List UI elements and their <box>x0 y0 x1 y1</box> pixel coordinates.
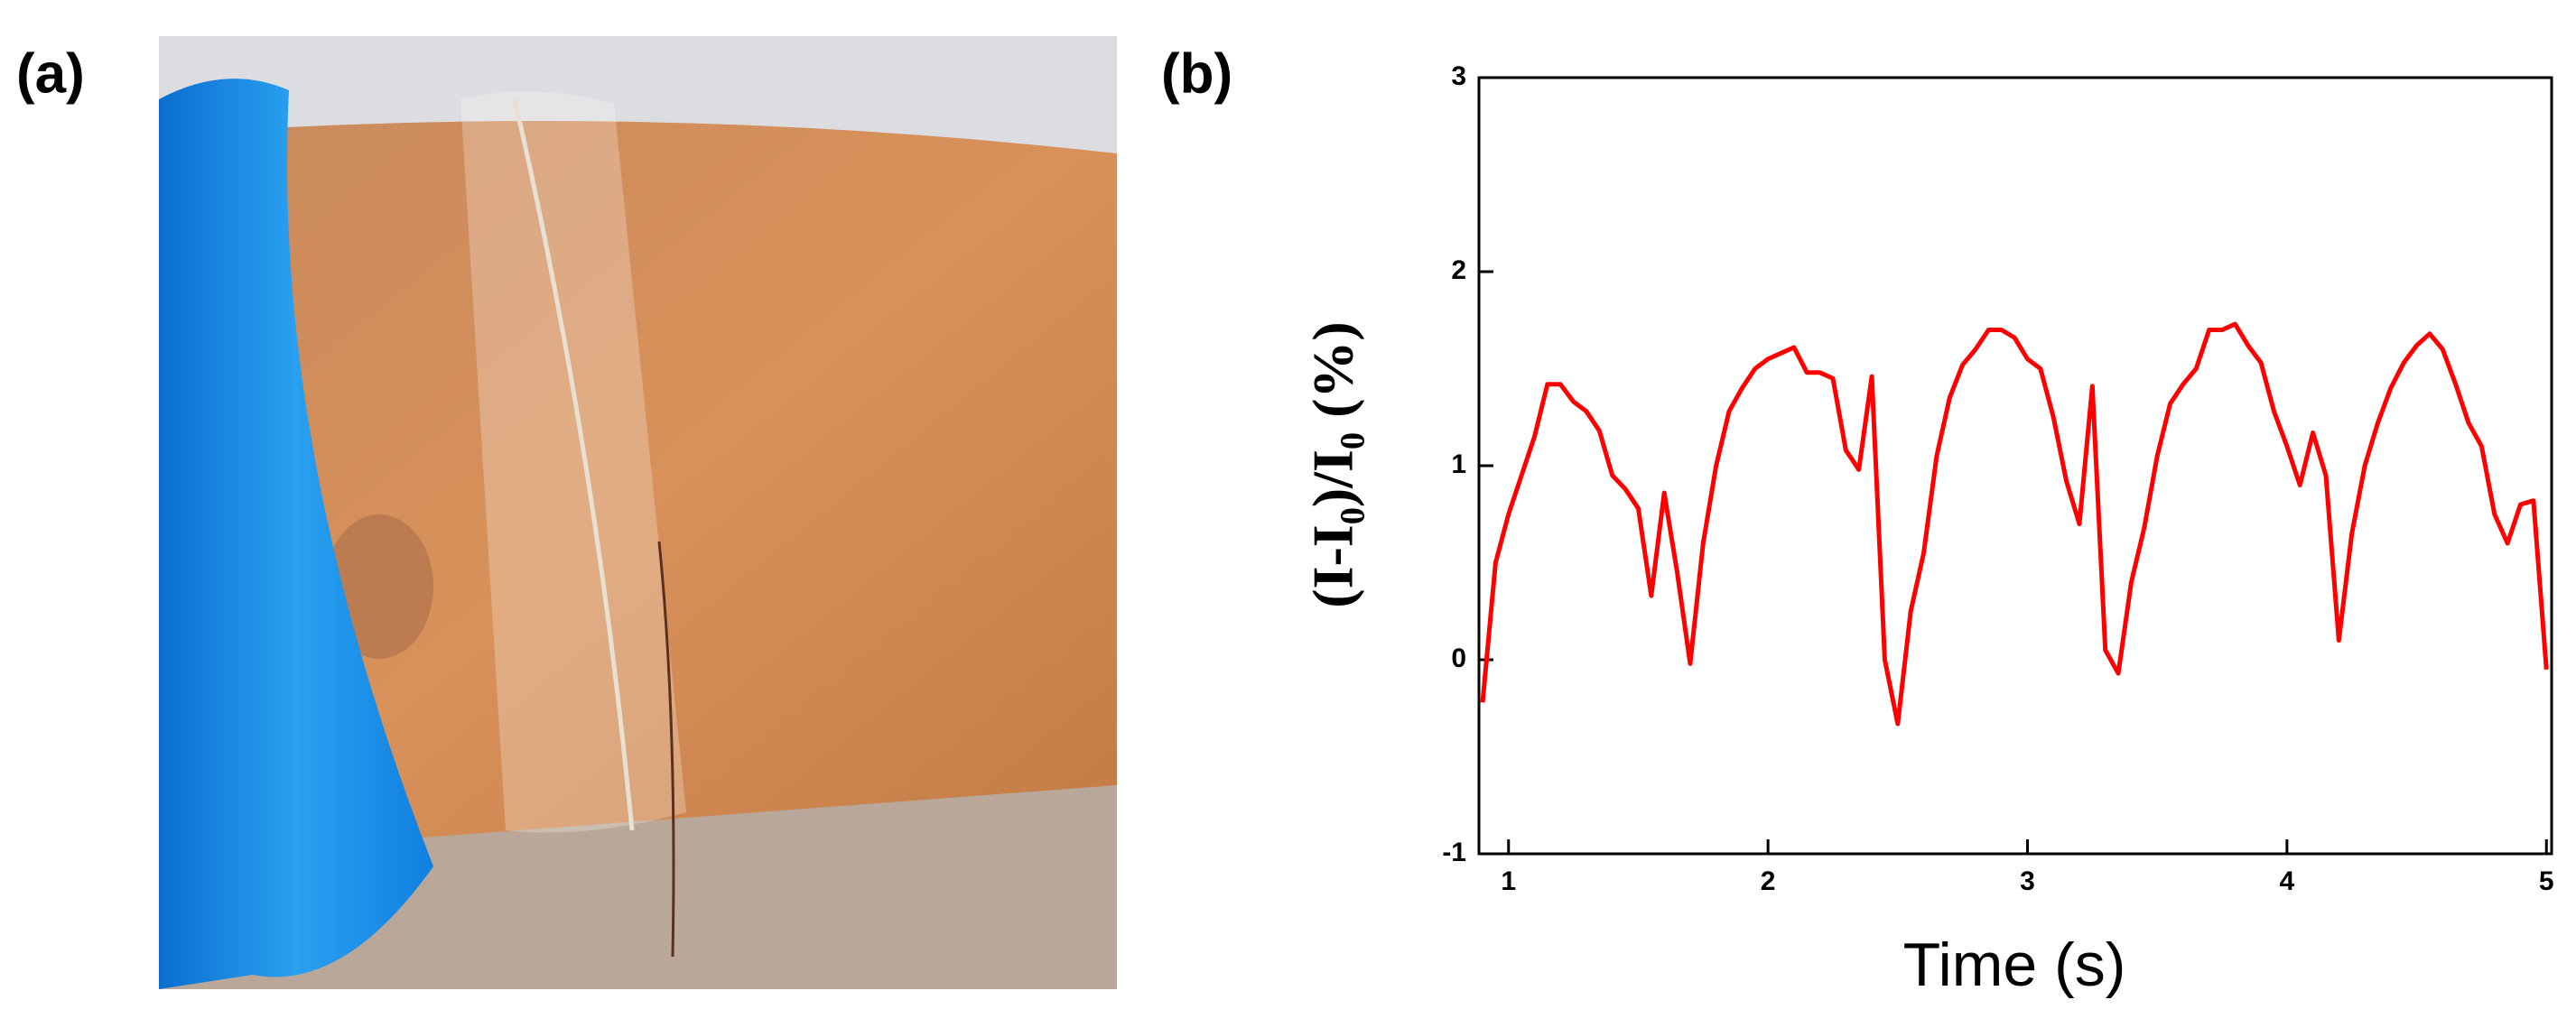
x-tick-label: 5 <box>2539 866 2554 896</box>
x-tick-label: 1 <box>1501 866 1516 896</box>
y-tick-label: 2 <box>1451 255 1466 285</box>
y-tick-label: 0 <box>1451 644 1466 673</box>
panel-label: (b) <box>1161 42 1232 105</box>
panel-label: (a) <box>16 42 85 105</box>
y-tick-label: 3 <box>1451 61 1466 91</box>
x-axis-label: Time (s) <box>1903 931 2126 999</box>
data-line <box>1480 321 2549 727</box>
plot-frame <box>1477 76 2553 856</box>
y-tick-label: -1 <box>1442 838 1466 867</box>
x-tick-label: 2 <box>1761 866 1776 896</box>
photo <box>159 36 1117 990</box>
y-axis-label: (I-I₀)/I₀ (%) <box>1301 321 1365 607</box>
x-tick-label: 3 <box>2020 866 2035 896</box>
x-tick-label: 4 <box>2280 866 2295 896</box>
y-tick-label: 1 <box>1451 449 1466 479</box>
